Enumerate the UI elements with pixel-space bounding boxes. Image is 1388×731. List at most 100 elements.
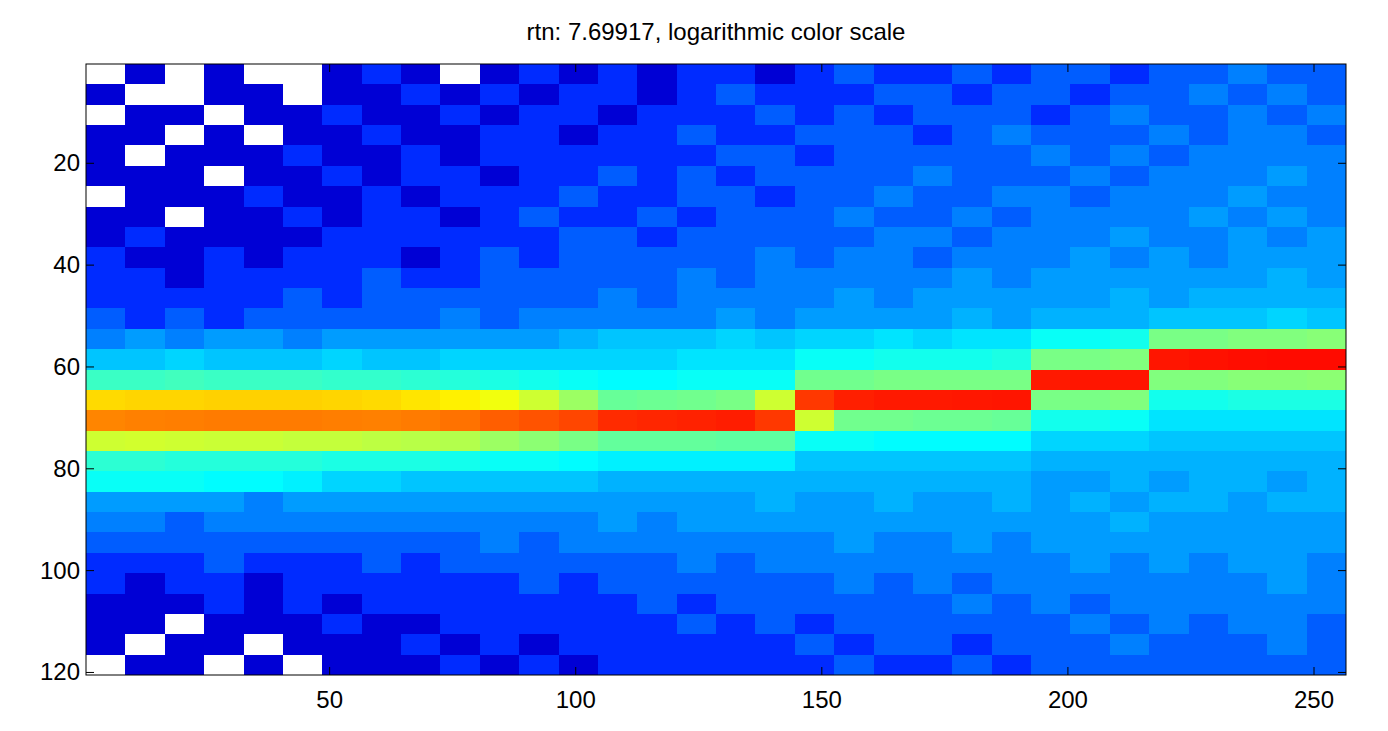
heat-cell — [283, 64, 323, 85]
heat-cell — [677, 573, 717, 594]
heat-cell — [86, 512, 126, 533]
heat-cell — [519, 532, 559, 553]
heat-cell — [440, 145, 480, 166]
heat-cell — [204, 64, 244, 85]
heat-cell — [322, 207, 362, 228]
heat-cell — [1307, 84, 1346, 105]
heat-cell — [1070, 247, 1110, 268]
heat-cell — [1149, 471, 1189, 492]
heat-cell — [86, 268, 126, 289]
heat-cell — [1267, 288, 1307, 309]
heat-cell — [952, 492, 992, 513]
heat-cell — [204, 227, 244, 248]
heat-cell — [874, 614, 914, 635]
heat-cell — [1031, 268, 1071, 289]
heat-cell — [440, 207, 480, 228]
heat-cell — [755, 492, 795, 513]
heat-cell — [165, 145, 205, 166]
heat-cell — [677, 166, 717, 187]
heat-cell — [362, 329, 402, 350]
heat-cell — [401, 207, 441, 228]
heat-cell — [1149, 349, 1189, 370]
heat-cell — [1307, 329, 1346, 350]
heat-cell — [362, 349, 402, 370]
heat-cell — [992, 573, 1032, 594]
heat-cell — [677, 349, 717, 370]
heat-cell — [204, 390, 244, 411]
heat-cell — [165, 594, 205, 615]
heat-cell — [795, 573, 835, 594]
heat-cell — [480, 573, 520, 594]
heat-cell — [244, 227, 284, 248]
heat-cell — [1070, 84, 1110, 105]
heat-cell — [322, 370, 362, 391]
heat-cell — [362, 370, 402, 391]
heat-cell — [992, 390, 1032, 411]
heat-cell — [480, 349, 520, 370]
heat-cell — [992, 227, 1032, 248]
heat-cell — [598, 308, 638, 329]
heat-cell — [519, 492, 559, 513]
heat-cell — [519, 451, 559, 472]
heat-cell — [716, 166, 756, 187]
heat-cell — [559, 84, 599, 105]
heat-cell — [716, 125, 756, 146]
heat-cell — [519, 614, 559, 635]
heat-cell — [913, 594, 953, 615]
heat-cell — [1149, 288, 1189, 309]
heat-cell — [834, 390, 874, 411]
heat-cell — [1307, 614, 1346, 635]
heat-cell — [165, 431, 205, 452]
heat-cell — [559, 207, 599, 228]
heat-cell — [165, 471, 205, 492]
heat-cell — [1149, 410, 1189, 431]
heat-cell — [1189, 390, 1229, 411]
heat-cell — [598, 105, 638, 126]
heat-cell — [165, 329, 205, 350]
heat-cell — [637, 370, 677, 391]
heat-cell — [913, 390, 953, 411]
heat-cell — [755, 105, 795, 126]
heat-cell — [322, 64, 362, 85]
heat-cell — [677, 186, 717, 207]
heat-cell — [1228, 329, 1268, 350]
heat-cell — [440, 410, 480, 431]
heat-cell — [165, 125, 205, 146]
heat-cell — [1110, 166, 1150, 187]
heat-cell — [401, 64, 441, 85]
heat-cell — [86, 553, 126, 574]
heat-cell — [1149, 431, 1189, 452]
heat-cell — [1189, 634, 1229, 655]
heat-cell — [834, 186, 874, 207]
heat-cell — [992, 594, 1032, 615]
heat-cell — [480, 227, 520, 248]
heat-cell — [440, 553, 480, 574]
heat-cell — [440, 634, 480, 655]
heat-cell — [244, 105, 284, 126]
heat-cell — [1031, 594, 1071, 615]
heat-cell — [322, 145, 362, 166]
heat-cell — [440, 614, 480, 635]
heat-cell — [637, 207, 677, 228]
heat-cell — [598, 410, 638, 431]
heat-cell — [125, 166, 165, 187]
heat-cell — [519, 308, 559, 329]
heat-cell — [362, 308, 402, 329]
heat-cell — [244, 573, 284, 594]
heat-cell — [559, 308, 599, 329]
plot-frame — [86, 64, 1346, 675]
heat-cell — [1228, 634, 1268, 655]
heat-cell — [1070, 349, 1110, 370]
heat-cell — [834, 492, 874, 513]
heat-cell — [204, 288, 244, 309]
heat-cell — [559, 655, 599, 675]
heat-cell — [1149, 64, 1189, 85]
heat-cell — [283, 166, 323, 187]
heat-cell — [1267, 471, 1307, 492]
heat-cell — [125, 268, 165, 289]
heat-cell — [125, 512, 165, 533]
y-tick-label: 100 — [40, 557, 80, 584]
heat-cell — [480, 125, 520, 146]
heat-cell — [480, 614, 520, 635]
heat-cell — [992, 655, 1032, 675]
